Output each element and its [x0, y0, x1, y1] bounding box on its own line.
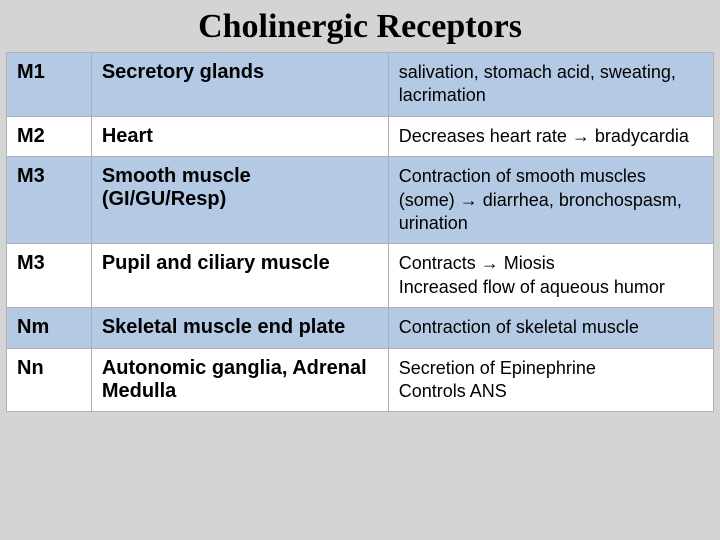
location-cell: Pupil and ciliary muscle: [91, 244, 388, 308]
effect-line: Increased flow of aqueous humor: [399, 276, 703, 299]
receptor-cell: M3: [7, 244, 92, 308]
effect-line: Contraction of smooth muscles (some) → d…: [399, 165, 703, 235]
receptor-cell: Nm: [7, 308, 92, 348]
effect-line: Controls ANS: [399, 380, 703, 403]
effect-line: Decreases heart rate → bradycardia: [399, 125, 703, 148]
receptor-table: M1Secretory glandssalivation, stomach ac…: [6, 52, 714, 412]
effect-line: salivation, stomach acid, sweating, lacr…: [399, 61, 703, 108]
table-row: M3Pupil and ciliary muscleContracts → Mi…: [7, 244, 714, 308]
effect-line: Secretion of Epinephrine: [399, 357, 703, 380]
effect-line: Contraction of skeletal muscle: [399, 316, 703, 339]
effect-line: Contracts → Miosis: [399, 252, 703, 275]
location-cell: Smooth muscle (GI/GU/Resp): [91, 157, 388, 244]
table-row: NnAutonomic ganglia, Adrenal MedullaSecr…: [7, 348, 714, 412]
effect-cell: Secretion of EpinephrineControls ANS: [388, 348, 713, 412]
effect-cell: Contraction of skeletal muscle: [388, 308, 713, 348]
effect-cell: Decreases heart rate → bradycardia: [388, 116, 713, 156]
location-cell: Heart: [91, 116, 388, 156]
location-cell: Secretory glands: [91, 53, 388, 117]
receptor-cell: Nn: [7, 348, 92, 412]
table-row: NmSkeletal muscle end plate Contraction o…: [7, 308, 714, 348]
effect-cell: salivation, stomach acid, sweating, lacr…: [388, 53, 713, 117]
table-body: M1Secretory glandssalivation, stomach ac…: [7, 53, 714, 412]
location-cell: Autonomic ganglia, Adrenal Medulla: [91, 348, 388, 412]
table-row: M2Heart Decreases heart rate → bradycardi…: [7, 116, 714, 156]
table-row: M1Secretory glandssalivation, stomach ac…: [7, 53, 714, 117]
location-cell: Skeletal muscle end plate: [91, 308, 388, 348]
page-title: Cholinergic Receptors: [6, 8, 714, 46]
receptor-cell: M3: [7, 157, 92, 244]
receptor-cell: M2: [7, 116, 92, 156]
effect-cell: Contracts → MiosisIncreased flow of aque…: [388, 244, 713, 308]
receptor-cell: M1: [7, 53, 92, 117]
effect-cell: Contraction of smooth muscles (some) → d…: [388, 157, 713, 244]
table-row: M3Smooth muscle (GI/GU/Resp)Contraction …: [7, 157, 714, 244]
